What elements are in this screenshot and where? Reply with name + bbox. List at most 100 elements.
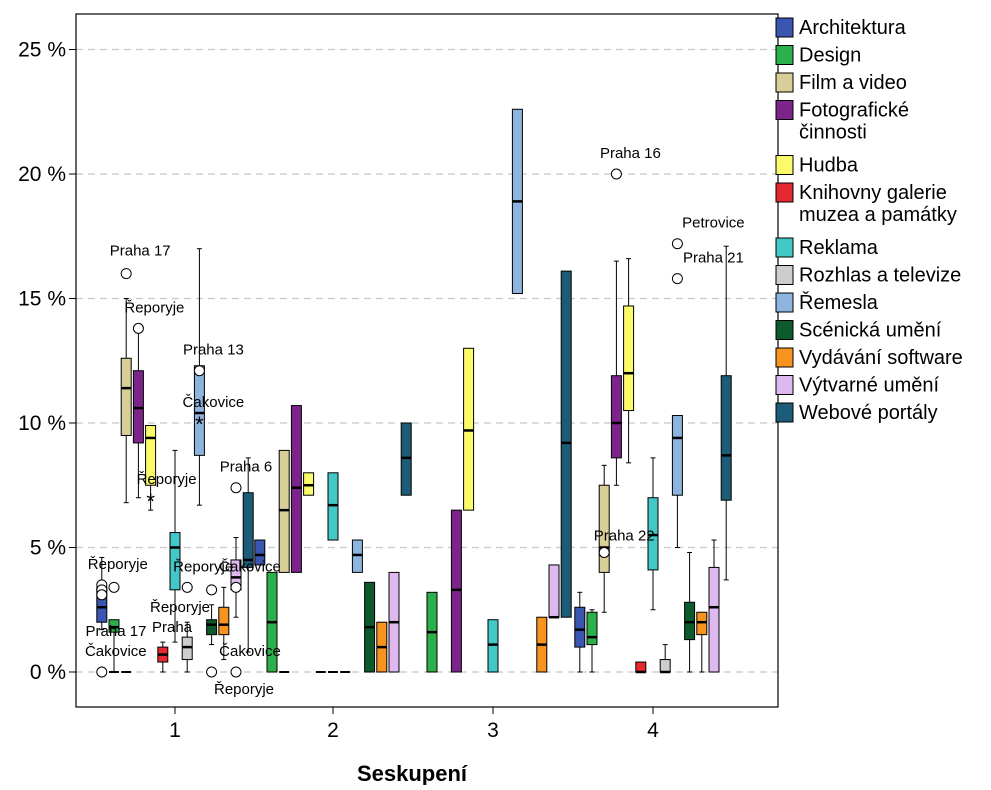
box-film-a-video-4 bbox=[598, 464, 610, 613]
box-body bbox=[206, 619, 218, 636]
box-body bbox=[218, 606, 230, 636]
box-body bbox=[548, 564, 560, 618]
box-vytvarne-umeni-3 bbox=[548, 564, 560, 619]
box-vydavani-software-4 bbox=[696, 611, 708, 673]
box-body bbox=[610, 375, 622, 459]
annotation-label: Řeporyje bbox=[214, 681, 274, 698]
box-webove-portaly-4 bbox=[720, 245, 732, 581]
legend-label: Webové portály bbox=[799, 402, 938, 424]
outlier-label: Praha 22 bbox=[594, 527, 655, 544]
outlier-point bbox=[671, 238, 683, 250]
y-tick-label: 15 % bbox=[18, 288, 66, 311]
box-vytvarne-umeni-1 bbox=[230, 537, 242, 618]
box-rozhlas-a-televize-1 bbox=[181, 621, 193, 673]
outlier-point bbox=[598, 546, 610, 558]
y-tick-label: 5 % bbox=[30, 537, 66, 560]
box-architektura-2 bbox=[254, 539, 266, 566]
gridlines bbox=[76, 48, 778, 673]
outlier-star: * bbox=[146, 489, 155, 514]
box-body bbox=[598, 484, 610, 573]
box-architektura-4 bbox=[574, 591, 586, 673]
outlier-label: Praha 21 bbox=[683, 250, 744, 267]
legend-swatch bbox=[775, 292, 794, 313]
outlier-label: Řeporyje bbox=[88, 556, 148, 573]
legend-swatch bbox=[775, 375, 794, 395]
box-remesla-3 bbox=[511, 108, 523, 295]
legend-label: Design bbox=[799, 45, 861, 67]
box-body bbox=[671, 415, 683, 496]
box-remesla-2 bbox=[351, 539, 363, 573]
box-vytvarne-umeni-4 bbox=[708, 539, 720, 673]
legend-swatch bbox=[775, 100, 794, 120]
box-scenicka-umeni-2 bbox=[364, 581, 376, 673]
legend-label: Architektura bbox=[799, 17, 907, 39]
legend-label: Výtvarné umění bbox=[799, 375, 940, 397]
outlier-point bbox=[96, 589, 108, 601]
outlier-label: Praha 13 bbox=[183, 342, 244, 359]
annotation-label: Praha bbox=[152, 619, 193, 636]
outlier-label: Čakovice bbox=[219, 643, 281, 660]
legend-item-vydavani-software: Vydávání software bbox=[775, 347, 963, 369]
outlier-point bbox=[120, 268, 132, 280]
legend-swatch bbox=[775, 320, 794, 340]
box-body bbox=[145, 424, 157, 486]
outlier-label: Čakovice bbox=[183, 394, 245, 411]
legend-label: činnosti bbox=[799, 122, 867, 144]
legend-swatch bbox=[775, 265, 794, 285]
box-design-2 bbox=[266, 571, 278, 673]
outlier-point bbox=[108, 581, 120, 593]
outlier-point bbox=[206, 584, 218, 596]
box-webove-portaly-1 bbox=[242, 457, 254, 653]
outlier-label: Praha 17 bbox=[110, 243, 171, 260]
box-remesla-4 bbox=[671, 415, 683, 548]
y-tick-label: 0 % bbox=[30, 661, 66, 684]
outlier-point bbox=[132, 322, 144, 334]
legend-swatch bbox=[775, 155, 794, 175]
outlier-label: Čakovice bbox=[85, 643, 147, 660]
box-vydavani-software-1 bbox=[218, 586, 230, 661]
box-fotograficke-cinnosti-1 bbox=[132, 327, 144, 499]
y-tick-label: 20 % bbox=[18, 163, 66, 186]
box-scenicka-umeni-1 bbox=[206, 604, 218, 646]
box-film-a-video-2 bbox=[278, 449, 290, 573]
box-fotograficke-cinnosti-2 bbox=[290, 405, 302, 573]
legend-label: Scénická umění bbox=[799, 320, 942, 342]
box-fotograficke-cinnosti-3 bbox=[450, 509, 462, 673]
legend-label: Řemesla bbox=[799, 291, 879, 314]
legend-item-webove-portaly: Webové portály bbox=[775, 402, 938, 424]
box-hudba-4 bbox=[623, 258, 635, 464]
legend-item-remesla: Řemesla bbox=[775, 291, 879, 314]
legend-item-rozhlas-a-televize: Rozhlas a televize bbox=[775, 265, 961, 287]
box-reklama-1 bbox=[169, 449, 181, 643]
box-design-3 bbox=[426, 591, 438, 673]
legend-swatch bbox=[775, 72, 794, 93]
outlier-star: * bbox=[195, 412, 204, 437]
legend-label: muzea a památky bbox=[799, 204, 957, 226]
boxes bbox=[96, 108, 732, 674]
x-tick-label: 4 bbox=[647, 719, 659, 742]
box-body bbox=[586, 611, 598, 646]
box-film-a-video-1 bbox=[120, 298, 132, 504]
box-body bbox=[242, 492, 254, 568]
box-body bbox=[169, 532, 181, 591]
outlier-label: Praha 16 bbox=[600, 145, 661, 162]
annotation-label: Praha 17 bbox=[86, 623, 147, 640]
outlier-label: Řeporyje bbox=[173, 558, 233, 575]
box-reklama-4 bbox=[647, 457, 659, 611]
box-reklama-2 bbox=[327, 472, 339, 541]
box-body bbox=[623, 305, 635, 412]
outlier-point bbox=[181, 581, 193, 593]
box-body bbox=[254, 539, 266, 566]
y-tick-label: 10 % bbox=[18, 412, 66, 435]
box-body bbox=[720, 375, 732, 501]
box-body bbox=[120, 357, 132, 436]
legend-label: Rozhlas a televize bbox=[799, 265, 961, 287]
box-reklama-3 bbox=[487, 619, 499, 673]
box-knihovny-galerie-muzea-a-pamatky-4 bbox=[635, 661, 647, 674]
axes: 0 % 5 % 10 % 15 % 20 % 25 % 1 2 3 4 bbox=[18, 13, 779, 742]
legend-item-design: Design bbox=[775, 45, 861, 67]
legend-swatch bbox=[775, 45, 794, 65]
